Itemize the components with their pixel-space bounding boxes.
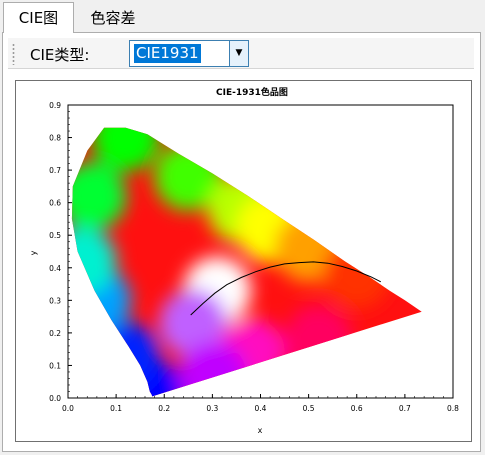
- y-tick-label: 0.1: [49, 361, 61, 370]
- x-tick-label: 0.2: [158, 404, 170, 413]
- y-axis-label: y: [29, 250, 38, 255]
- cie-type-label: CIE类型:: [30, 46, 90, 64]
- toolbar-grip-icon[interactable]: [12, 43, 15, 65]
- y-tick-label: 0.3: [49, 296, 61, 305]
- x-tick-label: 0.1: [110, 404, 122, 413]
- y-tick-label: 0.6: [49, 199, 61, 208]
- y-tick-label: 0.2: [49, 329, 61, 338]
- y-tick-label: 0.7: [49, 166, 61, 175]
- gamut-color-blob: [284, 305, 353, 374]
- gamut-color-blob: [91, 321, 160, 390]
- y-tick-label: 0.4: [49, 264, 61, 273]
- x-tick-label: 0.8: [447, 404, 459, 413]
- y-tick-label: 0.5: [49, 231, 61, 240]
- y-tick-label: 0.8: [49, 134, 61, 143]
- y-tick-label: 0.9: [49, 101, 61, 110]
- tab-strip: CIE图 色容差: [0, 0, 485, 33]
- chromaticity-chart: CIE-1931色品图 0.0 0.1 0.2 0.3 0.4 0.5 0.6 0.7 0.8 0…: [15, 80, 472, 442]
- cie-type-selected-value[interactable]: CIE1931: [134, 44, 201, 63]
- x-tick-label: 0.5: [303, 404, 315, 413]
- chart-title: CIE-1931色品图: [216, 86, 288, 98]
- x-tick-label: 0.3: [206, 404, 218, 413]
- gamut-color-blob: [178, 341, 247, 397]
- gamut-color-blob: [322, 240, 391, 309]
- x-tick-label: 0.0: [62, 404, 74, 413]
- toolbar: CIE类型: CIE1931 ▼: [8, 38, 474, 69]
- tab-cie-diagram[interactable]: CIE图: [3, 2, 74, 33]
- gamut-color-blob: [91, 127, 160, 172]
- tab-color-tolerance[interactable]: 色容差: [90, 9, 136, 27]
- planckian-locus-line: [190, 261, 382, 316]
- x-axis-label: x: [258, 426, 263, 435]
- axes: 0.0 0.1 0.2 0.3 0.4 0.5 0.6 0.7 0.8 0.0 0.1 0.2 0.3 0…: [49, 101, 459, 413]
- x-tick-label: 0.6: [351, 404, 363, 413]
- chevron-down-icon[interactable]: ▼: [229, 41, 248, 66]
- y-tick-label: 0.0: [49, 394, 61, 403]
- gamut-color-blob: [71, 227, 117, 296]
- x-tick-label: 0.7: [399, 404, 411, 413]
- series: [190, 261, 382, 316]
- gamut-color-blob: [159, 289, 228, 358]
- chart-svg: CIE-1931色品图 0.0 0.1 0.2 0.3 0.4 0.5 0.6 0.7 0.80…: [29, 86, 459, 435]
- cie-type-dropdown[interactable]: CIE1931 ▼: [129, 40, 249, 67]
- gamut-fill: [71, 127, 422, 397]
- x-tick-label: 0.4: [255, 404, 267, 413]
